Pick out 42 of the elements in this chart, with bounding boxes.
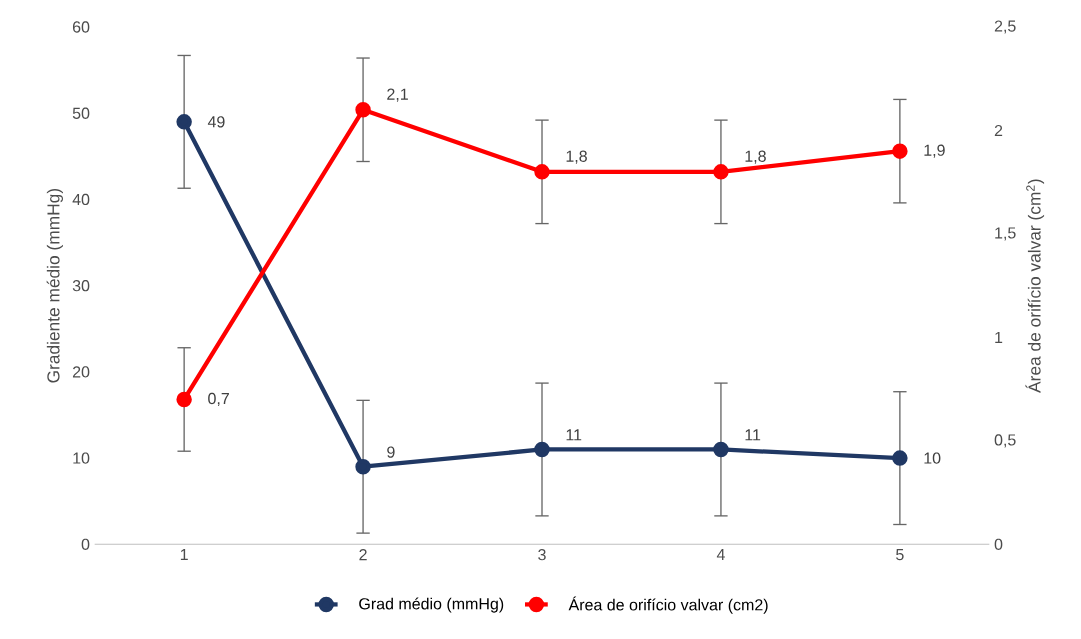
y2-tick-label: 1,5 [995, 227, 1016, 241]
point [892, 450, 908, 466]
y-tick-label: 50 [72, 107, 90, 119]
y-axis-title: Gradiente médio (mmHg) [46, 189, 64, 383]
y-tick-label: 60 [72, 21, 90, 33]
y-tick-label: 0 [81, 538, 90, 550]
x-tick-label: 5 [896, 549, 904, 561]
point [355, 458, 371, 475]
point [176, 114, 192, 130]
data-label: 1,8 [566, 150, 587, 164]
x-tick-label: 4 [716, 549, 725, 561]
data-label: 11 [566, 429, 582, 441]
data-label: 0,7 [208, 392, 229, 407]
legend-label: Grad médio (mmHg) [359, 597, 504, 613]
point [713, 441, 729, 458]
point [892, 143, 908, 159]
point [534, 164, 550, 180]
x-tick-label: 2 [359, 549, 367, 561]
y2-tick-label: 0 [994, 538, 1003, 550]
y2-tick-label: 1 [995, 331, 1003, 343]
y2-tick-label: 2,5 [994, 20, 1016, 34]
y-tick-label: 10 [73, 452, 90, 464]
data-label: 9 [387, 446, 395, 458]
point [355, 102, 371, 118]
data-label: 11 [745, 429, 761, 441]
data-label: 1,8 [745, 150, 766, 164]
y-tick-label: 20 [72, 366, 90, 378]
y-tick-label: 40 [72, 193, 90, 206]
data-label: 49 [207, 116, 225, 128]
data-label: 2,1 [387, 88, 408, 102]
y2-axis-title: Área de orifício valvar (cm$^{2}$) [1025, 179, 1045, 393]
y-tick-label: 30 [72, 280, 90, 292]
data-label: 1,9 [924, 144, 945, 158]
point [713, 164, 729, 180]
y2-tick-label: 0,5 [994, 434, 1016, 448]
x-tick-label: 1 [180, 549, 188, 561]
data-label: 10 [924, 452, 941, 464]
y2-tick-label: 2 [994, 124, 1003, 137]
x-tick-label: 3 [538, 549, 546, 561]
point [534, 441, 550, 458]
point [176, 391, 192, 408]
legend-label: Área de orifício valvar (cm2) [568, 596, 768, 614]
